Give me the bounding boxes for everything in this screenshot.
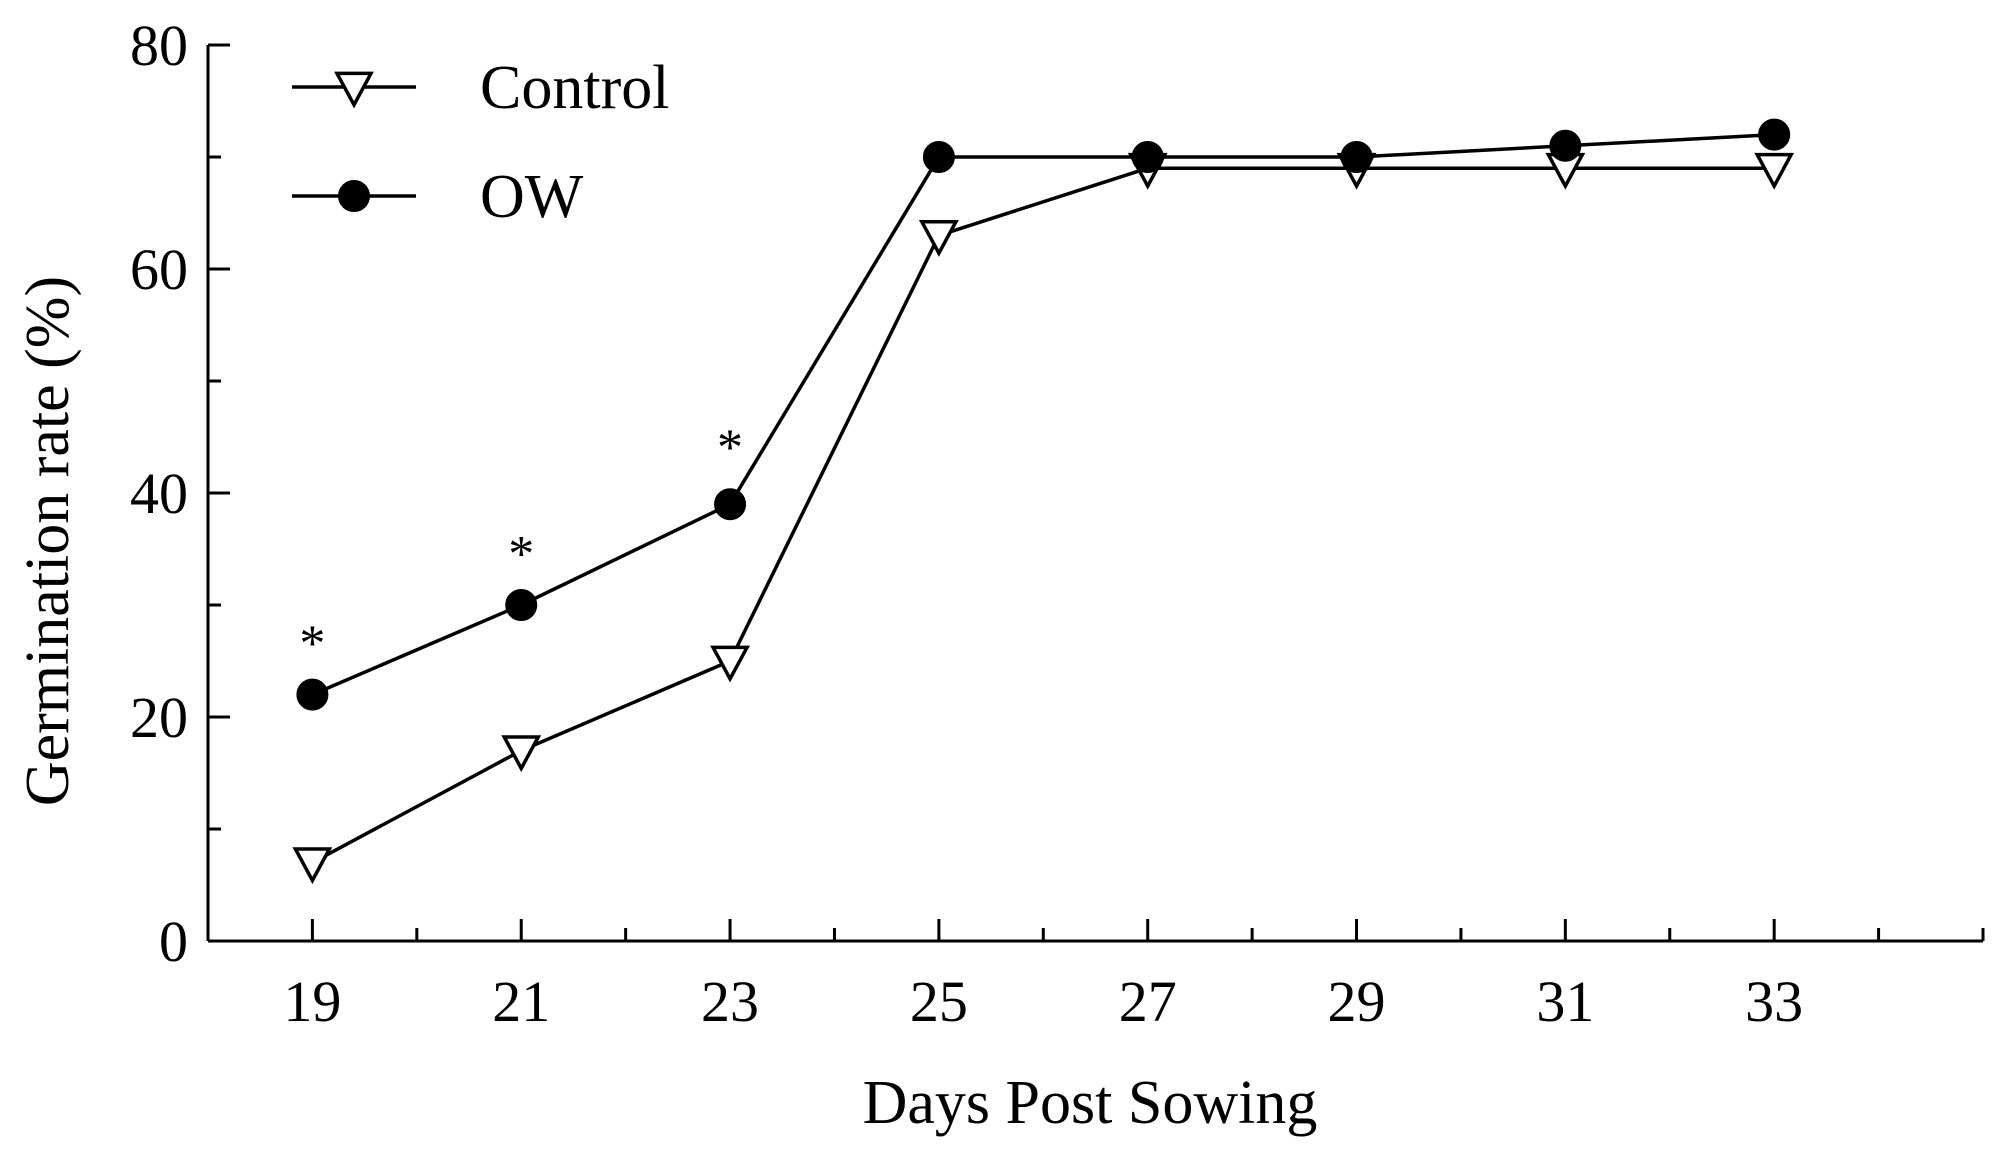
significance-asterisk: * (508, 526, 534, 583)
data-point-ow (1549, 129, 1582, 162)
data-point-ow (1758, 118, 1791, 151)
y-tick-label: 80 (130, 13, 188, 78)
legend-label: OW (480, 163, 584, 231)
y-tick-label: 0 (159, 909, 188, 974)
data-point-control (501, 735, 542, 773)
data-point-ow (922, 141, 955, 173)
data-point-ow (505, 589, 538, 621)
axes: 0 20 40 60 80 19 21 23 25 27 29 31 33 (130, 13, 1985, 1034)
series-line-ow (311, 132, 1775, 697)
legend-marker (334, 71, 374, 109)
x-tick-label: 27 (1119, 969, 1177, 1034)
series-control (292, 152, 1795, 885)
legend-item-ow: OW (292, 163, 584, 231)
data-point-ow (1131, 141, 1164, 173)
x-tick-label: 23 (701, 969, 759, 1034)
x-axis-title: Days Post Sowing (863, 1069, 1318, 1137)
x-tick-label: 29 (1328, 969, 1386, 1034)
legend-marker (338, 180, 370, 212)
x-tick-label: 19 (283, 969, 341, 1034)
legend-item-control: Control (292, 54, 669, 122)
x-tick-label: 33 (1745, 969, 1803, 1034)
data-point-control (710, 645, 750, 683)
significance-asterisk: * (717, 420, 743, 477)
y-tick-label: 20 (130, 685, 188, 750)
legend-label: Control (480, 54, 669, 122)
significance-annotations: * * * (299, 420, 743, 673)
series-ow (296, 118, 1791, 711)
x-tick-label: 31 (1536, 969, 1594, 1034)
data-point-control (292, 847, 333, 885)
y-tick-label: 40 (130, 461, 188, 526)
legend: Control OW (292, 54, 669, 231)
series-line-control (311, 166, 1775, 865)
data-point-control (1754, 152, 1795, 190)
series-lines (292, 118, 1795, 885)
data-point-ow (1340, 141, 1373, 173)
data-point-ow (714, 488, 747, 521)
significance-asterisk: * (299, 616, 325, 673)
data-point-ow (296, 678, 329, 711)
x-tick-label: 21 (492, 969, 550, 1034)
y-tick-label: 60 (130, 237, 188, 302)
x-tick-label: 25 (910, 969, 968, 1034)
y-axis-title: Germination rate (%) (14, 276, 82, 806)
data-point-control (918, 220, 959, 257)
